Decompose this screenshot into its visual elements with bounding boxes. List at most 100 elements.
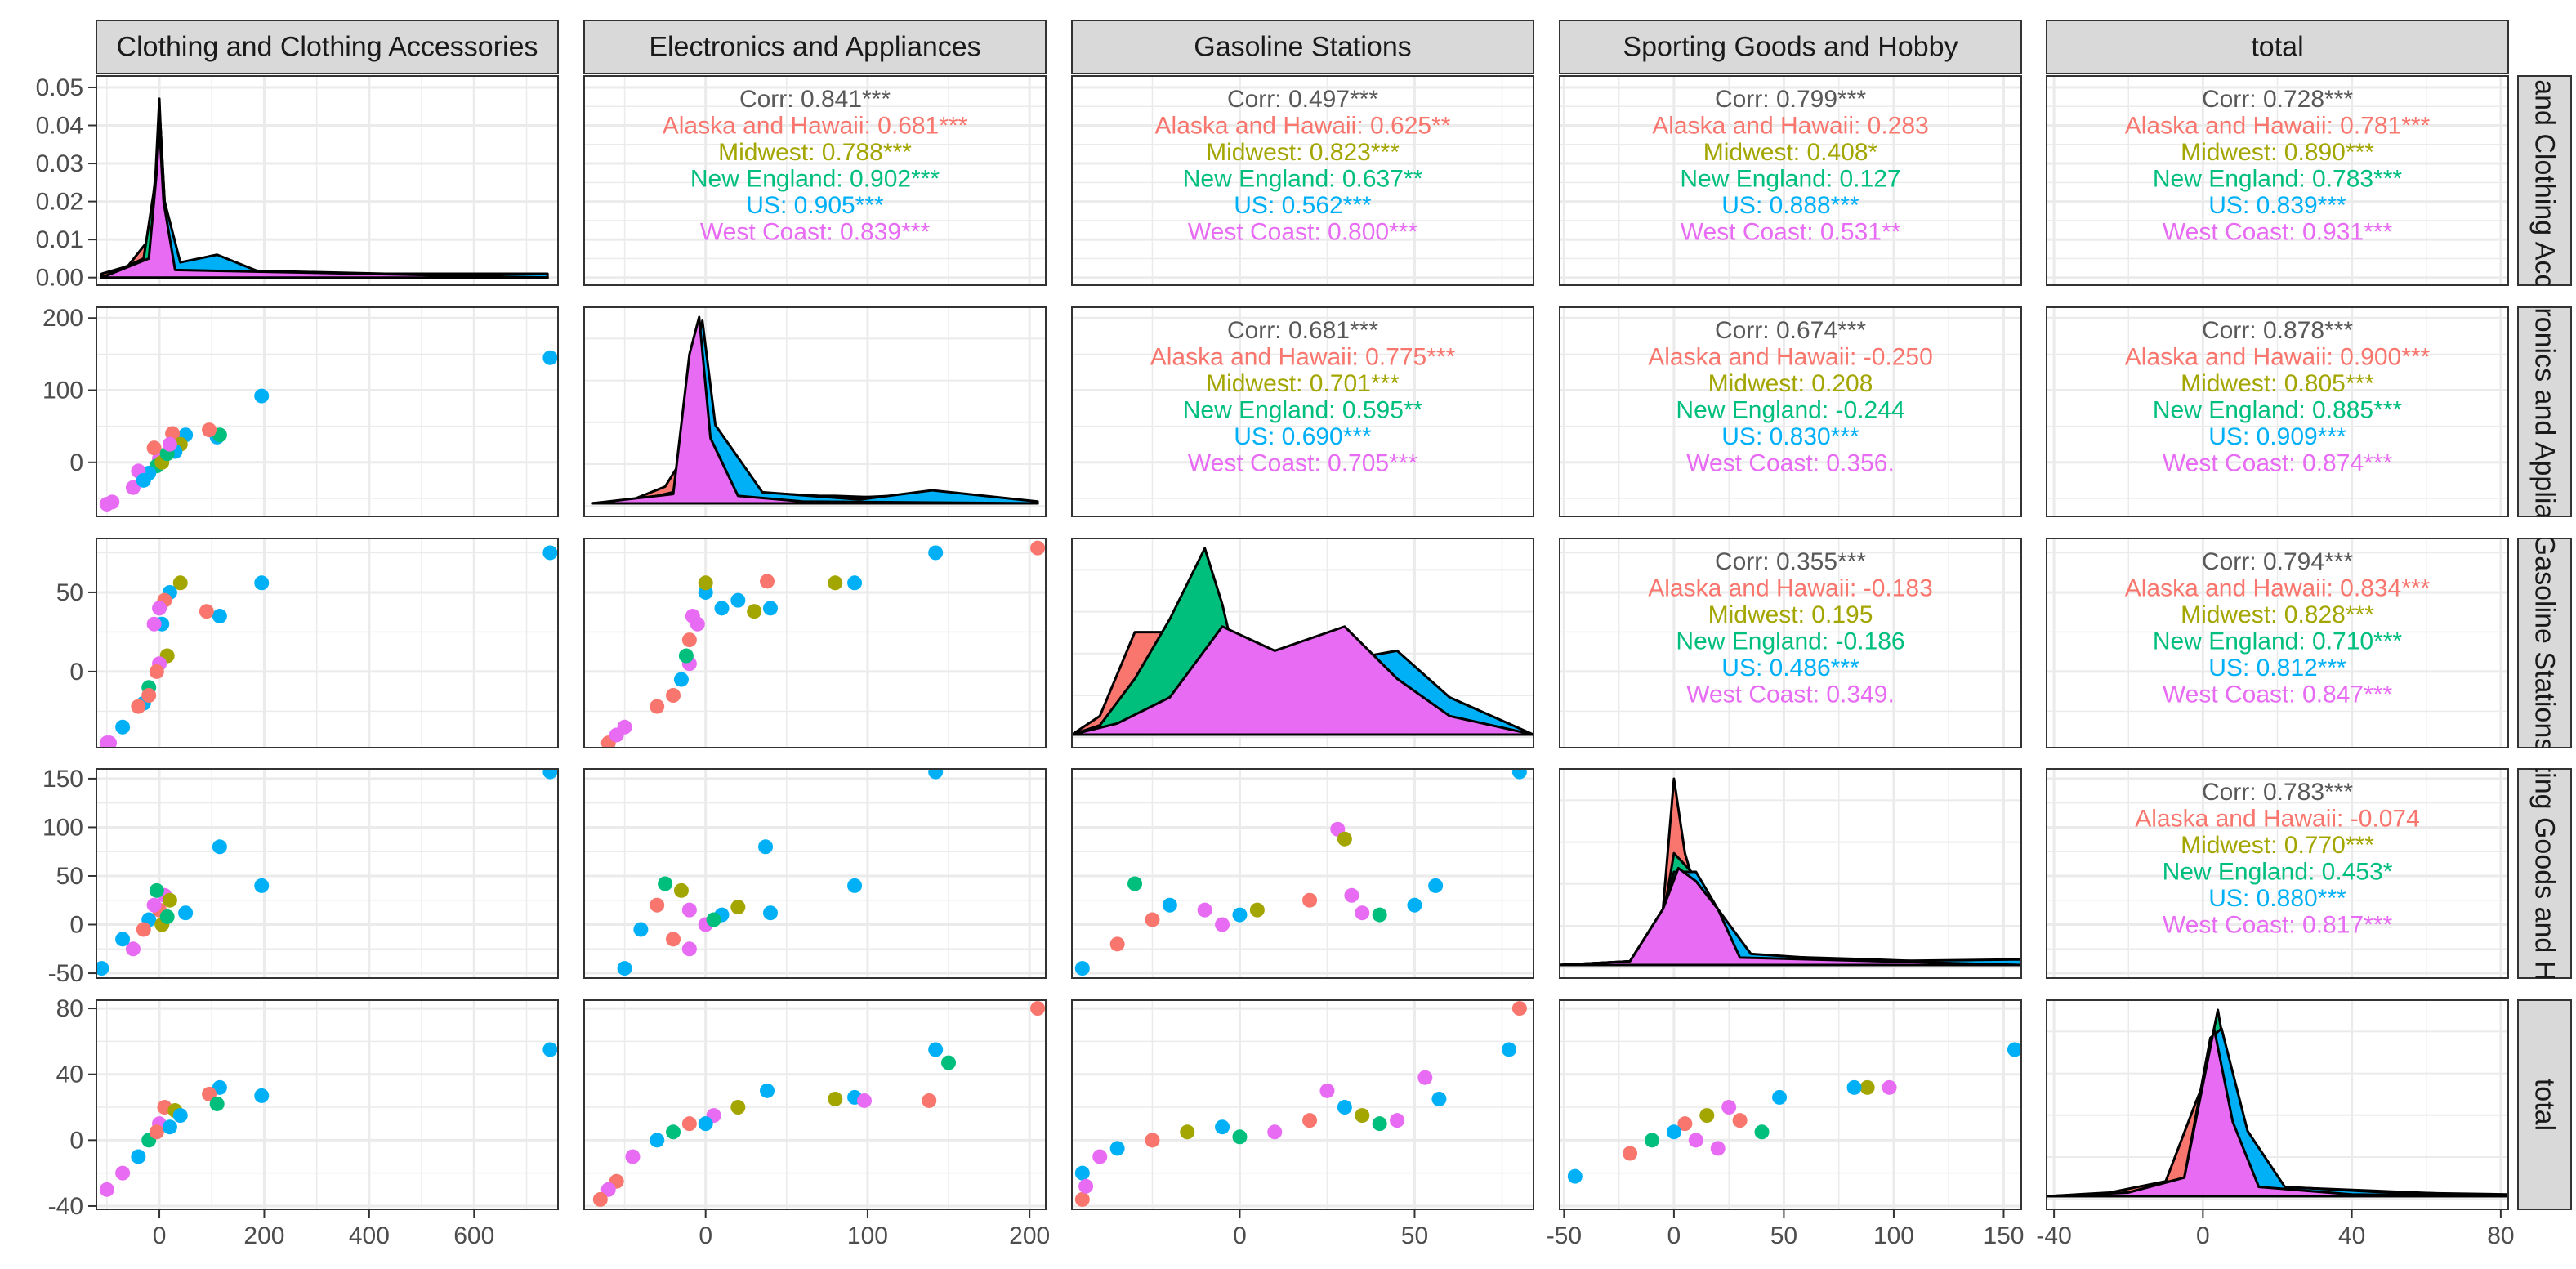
correlation-new-england: New England: 0.902*** xyxy=(690,166,940,193)
panel-border xyxy=(1071,306,1534,517)
point-west-coast xyxy=(115,1165,131,1181)
panel-background xyxy=(1560,538,2021,748)
row-strip-label: total xyxy=(2529,1079,2560,1131)
panel-border xyxy=(1559,768,2022,979)
y-axis-row-2: 0 50 xyxy=(56,579,96,686)
correlation-new-england: New England: 0.885*** xyxy=(2153,397,2403,424)
column-strip-label: Electronics and Appliances xyxy=(649,32,980,63)
x-axis-col-1: 0 100 200 xyxy=(699,1209,1050,1249)
point-us xyxy=(762,601,778,616)
panel-background xyxy=(584,769,1046,978)
column-strip-label: Gasoline Stations xyxy=(1194,32,1412,63)
point-us xyxy=(1109,1141,1125,1156)
point-alaska-and-hawaii xyxy=(681,632,697,648)
panel-border xyxy=(583,768,1047,979)
point-midwest xyxy=(1249,902,1265,918)
y-tick-label: 0.01 xyxy=(36,226,83,253)
point-alaska-and-hawaii xyxy=(136,922,151,937)
correlation-midwest: Midwest: 0.208 xyxy=(1708,370,1873,397)
point-us xyxy=(542,545,558,561)
correlation-overall: Corr: 0.355*** xyxy=(1715,548,1866,575)
panel-r1-c3 xyxy=(1560,307,2021,516)
point-west-coast xyxy=(1267,1124,1283,1140)
x-tick-label: 0 xyxy=(1667,1222,1681,1249)
panel-background xyxy=(1072,769,1534,978)
point-alaska-and-hawaii xyxy=(1302,1113,1318,1128)
point-midwest xyxy=(828,575,843,591)
correlation-us: US: 0.880*** xyxy=(2208,885,2346,912)
point-west-coast xyxy=(99,1182,114,1197)
panel-background xyxy=(1560,769,2021,978)
point-alaska-and-hawaii xyxy=(149,1124,164,1140)
correlation-alaska-and-hawaii: Alaska and Hawaii: 0.781*** xyxy=(2125,113,2431,140)
column-strip-clothing-and-clothing-accessories: Clothing and Clothing Accessories xyxy=(96,20,559,74)
scatter-clothing-and-clothing-accessories-vs-total xyxy=(99,1042,558,1197)
point-midwest xyxy=(172,575,188,591)
scatter-clothing-and-clothing-accessories-vs-sporting-goods-and-hobby xyxy=(96,769,558,976)
x-tick-label: -50 xyxy=(1547,1222,1582,1249)
point-us xyxy=(1428,878,1444,893)
panel-r3-c2 xyxy=(1072,769,1534,978)
y-tick-label: 40 xyxy=(56,1061,83,1088)
y-axis-row-0: 0.00 0.01 0.02 0.03 0.04 0.05 xyxy=(36,74,96,292)
panel-background xyxy=(1560,1000,2021,1209)
point-west-coast xyxy=(1710,1141,1726,1156)
point-alaska-and-hawaii xyxy=(1030,540,1046,556)
x-tick-label: 50 xyxy=(1770,1222,1797,1249)
correlation-new-england: New England: 0.595** xyxy=(1183,397,1423,424)
panel-border xyxy=(583,999,1047,1210)
correlation-text-r0-c2: Corr: 0.497***Alaska and Hawaii: 0.625**… xyxy=(1155,86,1451,246)
panel-background xyxy=(96,538,558,748)
point-us xyxy=(1162,897,1177,913)
y-tick-label: 200 xyxy=(42,305,83,332)
panel-border xyxy=(1559,75,2022,286)
correlation-alaska-and-hawaii: Alaska and Hawaii: 0.625** xyxy=(1155,113,1451,140)
point-west-coast xyxy=(1355,905,1370,921)
point-us xyxy=(760,1083,775,1098)
panel-grid xyxy=(96,307,558,516)
point-us xyxy=(762,905,778,921)
y-tick-label: 150 xyxy=(42,766,83,793)
scatter-electronics-and-appliances-vs-gasoline-stations xyxy=(600,540,1046,748)
correlation-west-coast: West Coast: 0.817*** xyxy=(2163,912,2393,939)
x-tick-label: 100 xyxy=(1873,1222,1914,1249)
point-alaska-and-hawaii xyxy=(202,422,217,438)
correlation-us: US: 0.905*** xyxy=(746,192,884,219)
point-us xyxy=(178,905,194,921)
x-tick-label: 80 xyxy=(2487,1222,2514,1249)
y-tick-label: 0 xyxy=(69,659,83,686)
point-us xyxy=(254,878,270,893)
panel-r1-c1 xyxy=(584,307,1046,516)
density-curve-west-coast xyxy=(100,124,549,279)
point-us xyxy=(673,672,689,687)
point-us xyxy=(172,1108,188,1124)
correlation-midwest: Midwest: 0.788*** xyxy=(718,139,912,166)
point-us xyxy=(212,839,227,855)
panel-r2-c4 xyxy=(2047,538,2508,748)
point-us xyxy=(542,350,558,365)
panel-border xyxy=(96,75,559,286)
density-electronics-and-appliances xyxy=(591,315,1039,505)
point-us xyxy=(136,472,151,488)
density-total xyxy=(2047,1008,2508,1198)
point-us xyxy=(254,575,270,591)
correlation-us: US: 0.888*** xyxy=(1721,192,1859,219)
panel-border xyxy=(96,999,559,1210)
y-tick-label: -50 xyxy=(48,960,83,987)
y-tick-label: 80 xyxy=(56,995,83,1022)
point-us xyxy=(96,961,109,976)
y-tick-label: 0 xyxy=(69,449,83,476)
point-west-coast xyxy=(1390,1113,1405,1128)
panel-border xyxy=(1559,538,2022,748)
y-tick-label: 50 xyxy=(56,863,83,890)
point-us xyxy=(1431,1091,1447,1106)
point-west-coast xyxy=(1344,887,1359,903)
point-midwest xyxy=(162,892,177,908)
point-us xyxy=(730,592,746,608)
correlation-us: US: 0.909*** xyxy=(2208,423,2346,450)
panel-grid xyxy=(96,1000,558,1209)
point-alaska-and-hawaii xyxy=(1732,1113,1748,1128)
correlation-alaska-and-hawaii: Alaska and Hawaii: 0.775*** xyxy=(1150,344,1456,371)
panel-r2-c1 xyxy=(584,538,1046,748)
panel-background xyxy=(584,1000,1046,1209)
